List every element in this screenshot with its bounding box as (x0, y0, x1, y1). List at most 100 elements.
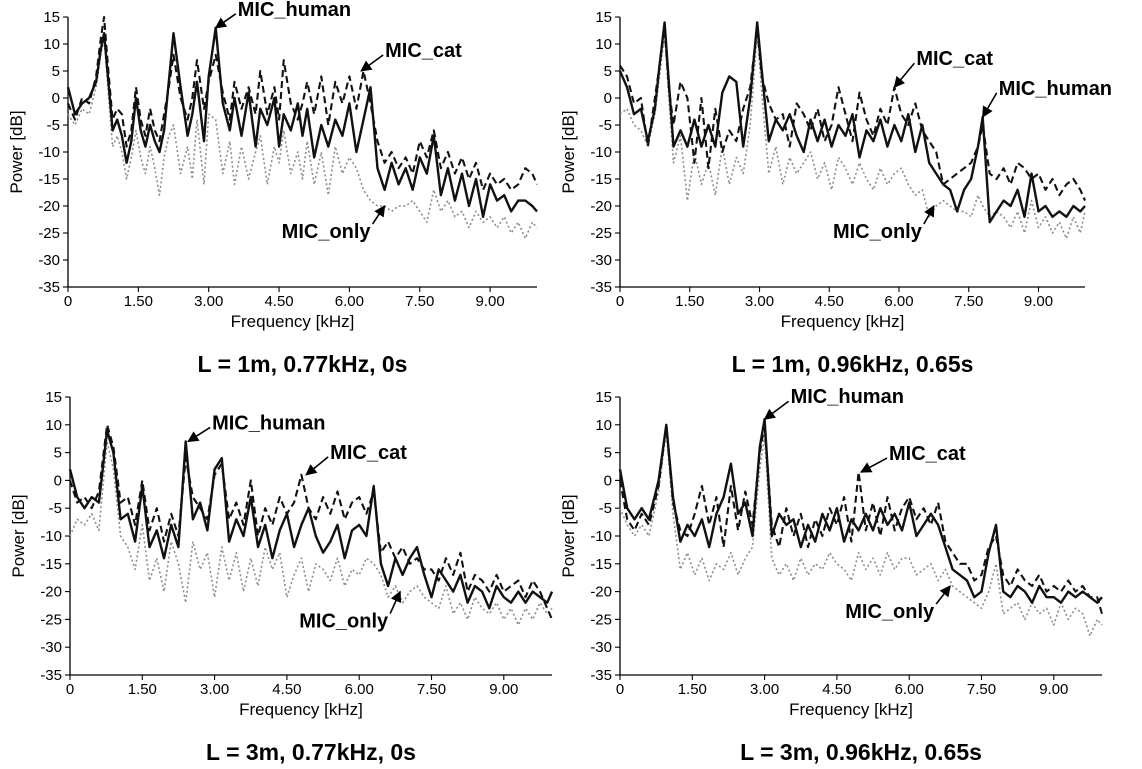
x-axis-title: Frequency [kHz] (781, 312, 905, 331)
x-tick-label: 0 (66, 681, 74, 698)
y-tick-label: -20 (38, 198, 60, 215)
x-tick-label: 0 (616, 293, 624, 310)
annotation-label: MIC_only (845, 601, 935, 623)
x-axis-title: Frequency [kHz] (239, 700, 363, 719)
annotation-label: MIC_cat (330, 442, 407, 464)
y-tick-label: 10 (43, 36, 60, 53)
y-tick-label: -15 (590, 171, 612, 188)
y-axis-title: Power [dB] (9, 494, 28, 577)
annotation-arrow (860, 457, 888, 473)
x-tick-label: 3.00 (194, 293, 223, 310)
x-tick-label: 1.50 (128, 681, 157, 698)
y-tick-label: -35 (590, 667, 612, 684)
x-tick-label: 7.50 (405, 293, 434, 310)
series-line-mic-human (68, 429, 554, 610)
x-tick-label: 6.00 (895, 681, 924, 698)
panel-caption: L = 3m, 0.96kHz, 0.65s (740, 739, 982, 765)
series-line-mic-only (619, 429, 1103, 637)
x-tick-label: 1.50 (675, 293, 704, 310)
y-tick-label: 5 (604, 445, 612, 462)
annotation-label: MIC_cat (889, 443, 966, 465)
y-tick-label: 0 (52, 90, 60, 107)
annotation-arrow (389, 590, 402, 614)
y-tick-label: 10 (595, 36, 612, 53)
y-tick-label: -20 (40, 584, 62, 601)
y-tick-label: 5 (54, 445, 62, 462)
y-tick-label: 5 (52, 63, 60, 80)
x-tick-label: 4.50 (272, 681, 301, 698)
series-line-mic-cat (67, 15, 538, 191)
y-tick-label: 10 (595, 417, 612, 434)
x-tick-label: 3.00 (745, 293, 774, 310)
y-tick-label: -15 (590, 556, 612, 573)
y-axis-title: Power [dB] (7, 110, 26, 193)
y-tick-label: -15 (38, 171, 60, 188)
annotation-label: MIC_only (299, 611, 389, 633)
series-line-mic-human (618, 21, 1086, 224)
x-tick-label: 1.50 (678, 681, 707, 698)
y-tick-label: -5 (599, 500, 612, 517)
annotation-arrow (187, 426, 211, 443)
annotation-arrow (214, 13, 237, 29)
x-tick-label: 3.00 (750, 681, 779, 698)
y-tick-label: 15 (45, 389, 62, 406)
annotation-label: MIC_cat (385, 40, 462, 62)
y-tick-label: -5 (599, 117, 612, 134)
y-tick-label: -15 (40, 556, 62, 573)
y-tick-label: -10 (590, 144, 612, 161)
x-axis-title: Frequency [kHz] (231, 312, 355, 331)
annotation-label: MIC_human (238, 0, 351, 21)
y-tick-label: -10 (40, 528, 62, 545)
series-line-mic-only (67, 37, 538, 240)
panel-caption: L = 3m, 0.77kHz, 0s (206, 739, 416, 765)
annotation-arrow (893, 62, 915, 89)
y-tick-label: 0 (54, 472, 62, 489)
annotation-label: MIC_human (791, 386, 904, 408)
x-tick-label: 1.50 (124, 293, 153, 310)
y-tick-label: -10 (38, 144, 60, 161)
y-tick-label: -25 (40, 611, 62, 628)
y-tick-label: -20 (590, 198, 612, 215)
x-tick-label: 9.00 (489, 681, 518, 698)
x-tick-label: 3.00 (200, 681, 229, 698)
y-axis-title: Power [dB] (559, 110, 578, 193)
y-tick-label: -25 (38, 225, 60, 242)
x-tick-label: 7.50 (967, 681, 996, 698)
y-tick-label: -30 (38, 252, 60, 269)
x-tick-label: 4.50 (815, 293, 844, 310)
x-tick-label: 4.50 (822, 681, 851, 698)
x-tick-label: 4.50 (264, 293, 293, 310)
series-line-mic-only (69, 440, 553, 626)
series-line-mic-only (619, 32, 1086, 240)
y-axis-title: Power [dB] (559, 494, 578, 577)
annotation-arrow (923, 205, 935, 225)
y-tick-label: 5 (604, 63, 612, 80)
x-tick-label: 7.50 (954, 293, 983, 310)
y-tick-label: 0 (604, 472, 612, 489)
series-line-mic-human (618, 418, 1103, 604)
y-tick-label: -5 (47, 117, 60, 134)
x-tick-label: 0 (616, 681, 624, 698)
y-tick-label: -30 (590, 252, 612, 269)
y-tick-label: -10 (590, 528, 612, 545)
y-tick-label: 15 (595, 389, 612, 406)
series-line-mic-cat (69, 423, 553, 620)
annotation-label: MIC_human (212, 412, 325, 434)
y-tick-label: -25 (590, 611, 612, 628)
x-tick-label: 7.50 (417, 681, 446, 698)
y-tick-label: -35 (38, 279, 60, 296)
x-tick-label: 6.00 (345, 681, 374, 698)
x-tick-label: 6.00 (335, 293, 364, 310)
annotation-label: MIC_cat (916, 48, 993, 70)
annotation-arrow (371, 205, 386, 225)
series-line-mic-human (66, 26, 538, 219)
y-tick-label: 0 (604, 90, 612, 107)
x-tick-label: 0 (64, 293, 72, 310)
annotation-arrow (360, 54, 384, 72)
y-tick-label: -30 (40, 639, 62, 656)
y-tick-label: -35 (40, 667, 62, 684)
